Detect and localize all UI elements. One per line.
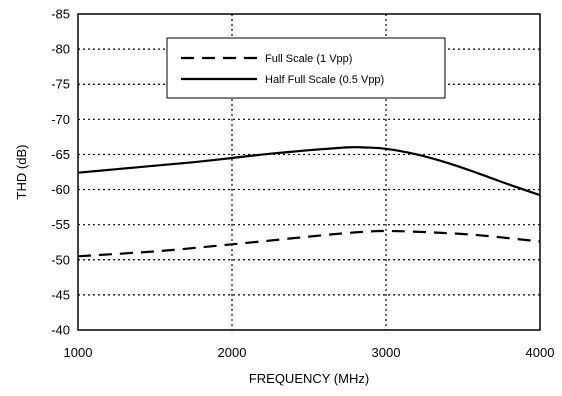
- y-tick-label: -40: [51, 323, 70, 338]
- series-line-half-full-scale: [77, 146, 541, 197]
- x-tick-label: 1000: [64, 345, 93, 360]
- legend: Full Scale (1 Vpp) Half Full Scale (0.5 …: [166, 37, 446, 99]
- y-tick-label: -70: [51, 112, 70, 127]
- y-tick-label: -55: [51, 217, 70, 232]
- x-axis-title: FREQUENCY (MHz): [249, 371, 369, 386]
- series-lines: [77, 146, 541, 258]
- y-tick-label: -80: [51, 42, 70, 57]
- y-axis-title: THD (dB): [14, 145, 29, 200]
- y-tick-label: -85: [51, 7, 70, 22]
- x-tick-label: 4000: [526, 345, 555, 360]
- grid-lines: [78, 14, 540, 330]
- y-tick-label: -45: [51, 287, 70, 302]
- y-tick-label: -50: [51, 252, 70, 267]
- legend-label-half-full-scale: Half Full Scale (0.5 Vpp): [265, 74, 384, 86]
- y-tick-label: -65: [51, 147, 70, 162]
- y-tick-label: -60: [51, 182, 70, 197]
- series-line-full-scale: [77, 229, 541, 258]
- plot-frame: [77, 13, 541, 331]
- tick-labels: -40 -45 -50 -55 -60 -65 -70 -75 -80 -85 1000 2000 30…: [51, 7, 554, 361]
- y-tick-label: -75: [51, 77, 70, 92]
- legend-box: [166, 37, 446, 99]
- x-tick-label: 2000: [218, 345, 247, 360]
- x-tick-label: 3000: [372, 345, 401, 360]
- legend-label-full-scale: Full Scale (1 Vpp): [265, 53, 352, 65]
